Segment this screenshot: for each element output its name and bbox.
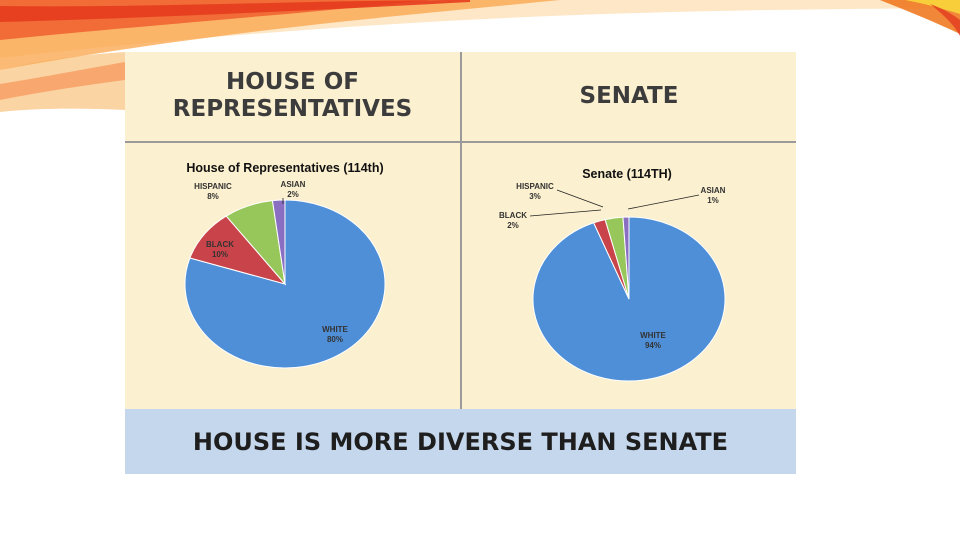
slice-label-hispanic: HISPANIC 3% <box>516 182 554 201</box>
comparison-panel: HOUSE OF REPRESENTATIVES SENATE House of… <box>125 52 796 474</box>
house-header: HOUSE OF REPRESENTATIVES <box>172 69 413 122</box>
pie-slice-asian <box>271 199 286 285</box>
horizontal-divider <box>125 141 796 143</box>
slice-label-hispanic: HISPANIC 8% <box>194 182 232 201</box>
leader-line-asian <box>627 194 700 210</box>
slice-label-black: BLACK 10% <box>206 240 234 259</box>
pie-slice-asian <box>622 216 630 300</box>
leader-line-black <box>529 209 602 217</box>
pie-charts: House of Representatives (114th) WHITE 80%… <box>184 161 726 382</box>
slice-label-black: BLACK 2% <box>499 211 527 230</box>
slice-label-white: WHITE 94% <box>640 331 666 350</box>
conclusion-banner: HOUSE IS MORE DIVERSE THAN SENATE <box>125 409 796 474</box>
pie-title: House of Representatives (114th) <box>186 161 383 175</box>
slice-label-white: WHITE 80% <box>322 325 348 344</box>
slice-label-asian: ASIAN 1% <box>701 186 726 205</box>
house-pie-chart: House of Representatives (114th) WHITE 80%… <box>184 161 386 369</box>
slice-label-asian: ASIAN 2% <box>281 180 306 199</box>
pie-title: Senate (114TH) <box>582 167 672 181</box>
vertical-divider <box>460 52 462 409</box>
leader-line-hispanic <box>556 189 604 208</box>
decorative-swoosh <box>0 0 960 112</box>
senate-pie-chart: Senate (114TH) WHITE 94% BLACK 2% HISPANIC 3% A… <box>499 167 726 382</box>
senate-header: SENATE <box>579 82 679 109</box>
